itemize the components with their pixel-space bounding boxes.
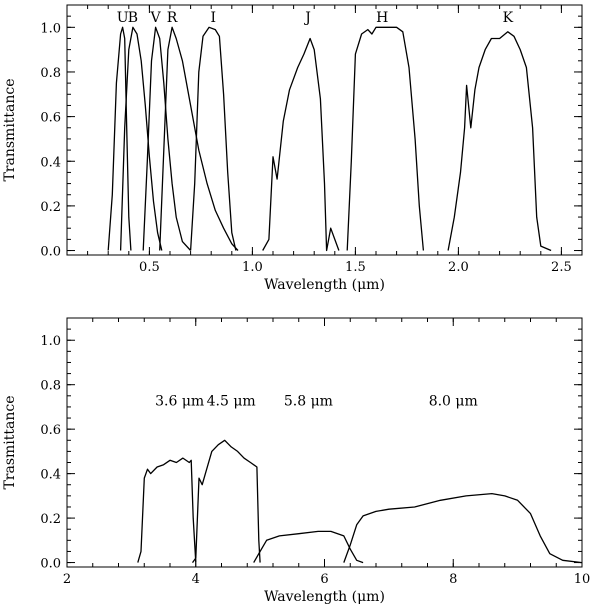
band-label: 8.0 μm bbox=[429, 393, 478, 409]
plot-frame bbox=[66, 317, 583, 568]
x-tick-label: 6 bbox=[320, 572, 328, 587]
y-tick-label: 0.2 bbox=[40, 200, 61, 215]
filter-curve-j bbox=[262, 37, 340, 252]
band-label: H bbox=[376, 10, 388, 26]
x-tick-label: 2 bbox=[63, 572, 71, 587]
y-tick-label: 0.6 bbox=[40, 423, 61, 438]
band-label: K bbox=[503, 10, 514, 26]
x-tick-label: 1.5 bbox=[345, 260, 366, 275]
band-label: 3.6 μm bbox=[155, 393, 204, 409]
x-tick-label: 10 bbox=[574, 572, 591, 587]
filter-curve-b bbox=[119, 26, 163, 251]
y-tick-label: 0.0 bbox=[40, 557, 61, 572]
filter-curve-h bbox=[346, 26, 425, 251]
band-label: R bbox=[167, 10, 178, 26]
x-axis-label: Wavelength (μm) bbox=[264, 589, 385, 605]
y-tick-label: 1.0 bbox=[40, 334, 61, 349]
band-label: 5.8 μm bbox=[284, 393, 333, 409]
filter-curve-r bbox=[159, 26, 239, 251]
irac-bandpass-chart: 2 4 6 8 10 0.0 0.2 0.4 0.6 0.8 1.0 Wavelength (μm) T… bbox=[2, 317, 591, 605]
y-tick-label: 0.8 bbox=[40, 379, 61, 394]
y-axis-label: Transmittance bbox=[2, 78, 18, 181]
x-tick-label: 1.0 bbox=[242, 260, 263, 275]
filter-curve-5-8-m bbox=[253, 530, 364, 564]
y-tick-label: 0.8 bbox=[40, 66, 61, 81]
band-label: 4.5 μm bbox=[207, 393, 256, 409]
y-tick-label: 0.4 bbox=[40, 468, 61, 483]
x-axis-label: Wavelength (μm) bbox=[264, 277, 385, 293]
y-axis-label: Trasmittance bbox=[2, 395, 18, 489]
band-label: V bbox=[150, 10, 162, 26]
y-tick-label: 1.0 bbox=[40, 21, 61, 36]
filter-curve-k bbox=[447, 31, 552, 252]
filter-curve-4-5-m bbox=[191, 439, 261, 563]
y-tick-label: 0.4 bbox=[40, 155, 61, 170]
filter-curve-v bbox=[142, 26, 192, 251]
x-tick-label: 0.5 bbox=[139, 260, 160, 275]
filter-curve-3-6-m bbox=[137, 457, 197, 563]
optical-nir-bandpass-chart: 0.5 1.0 1.5 2.0 2.50.00.20.40.60.81.0Wavelen… bbox=[2, 4, 583, 293]
y-tick-label: 0.2 bbox=[40, 512, 61, 527]
band-label: B bbox=[128, 10, 138, 26]
x-tick-label: 8 bbox=[449, 572, 457, 587]
x-tick-label: 4 bbox=[192, 572, 200, 587]
filter-curve-8-0-m bbox=[343, 492, 583, 564]
plot-frame bbox=[66, 4, 583, 256]
band-label: J bbox=[303, 10, 311, 26]
x-tick-label: 2.0 bbox=[448, 260, 469, 275]
y-tick-label: 0.6 bbox=[40, 111, 61, 126]
y-tick-label: 0.0 bbox=[40, 245, 61, 260]
band-label: U bbox=[117, 10, 129, 26]
filter-curve-u bbox=[107, 26, 132, 251]
filter-curve-i bbox=[189, 26, 237, 251]
band-label: I bbox=[210, 10, 216, 26]
x-tick-label: 2.5 bbox=[551, 260, 572, 275]
